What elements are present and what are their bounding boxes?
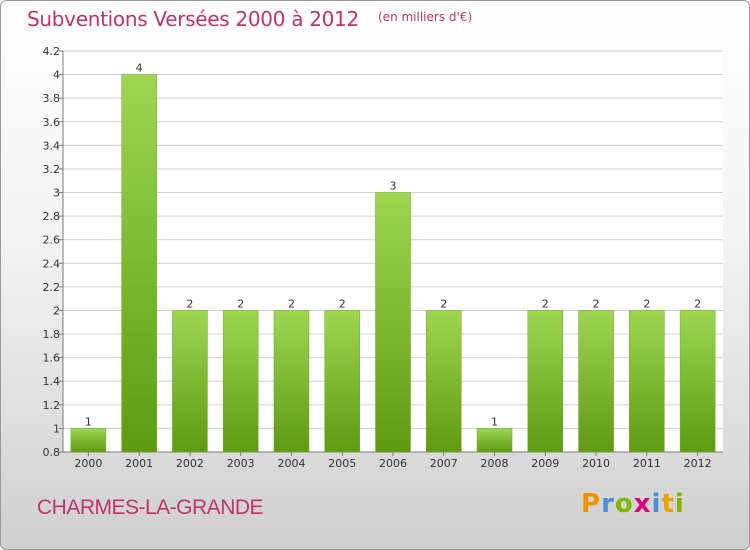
y-tick-label: 1: [53, 422, 60, 435]
y-tick-label: 3.8: [43, 92, 61, 105]
y-tick-label: 2: [53, 304, 60, 317]
title-row: Subventions Versées 2000 à 2012 (en mill…: [27, 7, 472, 31]
y-tick-label: 2.4: [43, 257, 61, 270]
data-label: 2: [186, 297, 193, 310]
bar: [172, 310, 208, 453]
x-tick-label: 2003: [227, 457, 255, 470]
x-tick-label: 2010: [582, 457, 610, 470]
brand-letter: o: [614, 489, 634, 519]
brand-letter: t: [661, 489, 675, 519]
data-label: 2: [542, 297, 549, 310]
bar: [426, 310, 462, 453]
data-label: 1: [85, 415, 92, 428]
y-tick-label: 2.8: [43, 210, 61, 223]
chart-title: Subventions Versées 2000 à 2012: [27, 7, 359, 31]
bar: [476, 428, 513, 453]
x-tick-label: 2006: [379, 457, 407, 470]
brand-letter: P: [581, 489, 602, 519]
y-tick-label: 1.8: [43, 328, 61, 341]
y-tick-label: 4.2: [43, 45, 61, 58]
bar: [375, 192, 411, 453]
chart-unit-label: (en milliers d'€): [378, 10, 473, 24]
x-tick-label: 2011: [633, 457, 661, 470]
y-tick-label: 3.4: [43, 139, 61, 152]
y-tick-label: 0.8: [43, 446, 61, 459]
x-tick-label: 2000: [74, 457, 102, 470]
x-tick-label: 2004: [277, 457, 305, 470]
data-label: 2: [694, 297, 701, 310]
data-label: 1: [491, 415, 498, 428]
data-label: 2: [643, 297, 650, 310]
bar: [273, 310, 310, 453]
bar: [679, 310, 716, 453]
brand-letter: i: [651, 489, 662, 519]
x-tick-label: 2002: [176, 457, 204, 470]
x-tick-label: 2012: [684, 457, 712, 470]
y-tick-label: 1.4: [43, 375, 61, 388]
y-tick-label: 4: [53, 69, 60, 82]
y-tick-label: 1.2: [43, 399, 61, 412]
y-tick-label: 1.6: [43, 352, 61, 365]
data-label: 2: [440, 297, 447, 310]
brand-letter: i: [674, 489, 685, 519]
bar: [70, 428, 107, 453]
y-tick-label: 3: [53, 187, 60, 200]
bar: [629, 310, 665, 453]
data-label: 2: [237, 297, 244, 310]
commune-name: CHARMES-LA-GRANDE: [37, 496, 264, 519]
y-tick-label: 2.2: [43, 281, 61, 294]
y-tick-label: 2.6: [43, 234, 61, 247]
bar: [578, 310, 614, 453]
data-label: 2: [339, 297, 346, 310]
y-tick-label: 3.6: [43, 116, 61, 129]
x-tick-label: 2009: [531, 457, 559, 470]
data-label: 3: [390, 180, 397, 193]
x-tick-label: 2008: [481, 457, 509, 470]
y-tick-label: 3.2: [43, 163, 61, 176]
x-tick-label: 2005: [328, 457, 356, 470]
data-label: 2: [288, 297, 295, 310]
x-tick-label: 2007: [430, 457, 458, 470]
brand-letter: x: [633, 489, 652, 519]
bar: [222, 310, 259, 453]
data-label: 2: [593, 297, 600, 310]
data-label: 4: [136, 62, 143, 75]
bar: [121, 74, 157, 453]
x-tick-label: 2001: [125, 457, 153, 470]
bar: [324, 310, 360, 453]
proxiti-logo: Proxiti: [581, 489, 685, 519]
bar: [527, 310, 564, 453]
brand-letter: r: [601, 489, 615, 519]
